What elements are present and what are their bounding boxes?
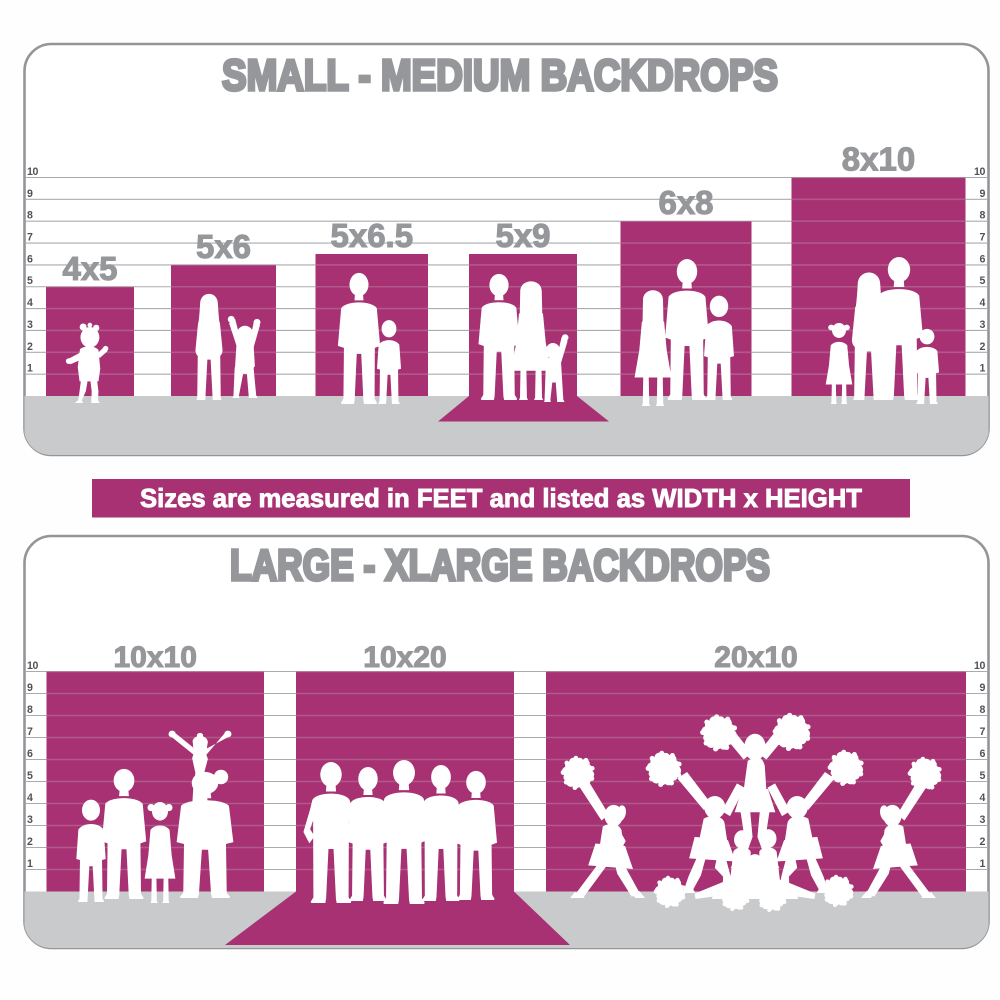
svg-text:2: 2 bbox=[980, 836, 986, 848]
svg-text:10: 10 bbox=[27, 166, 38, 178]
svg-text:9: 9 bbox=[27, 682, 33, 694]
svg-text:3: 3 bbox=[980, 814, 986, 826]
svg-text:10: 10 bbox=[974, 166, 985, 178]
svg-text:7: 7 bbox=[980, 232, 986, 244]
svg-text:SMALL - MEDIUM BACKDROPS: SMALL - MEDIUM BACKDROPS bbox=[222, 51, 778, 100]
svg-text:2: 2 bbox=[27, 341, 33, 353]
svg-text:7: 7 bbox=[27, 726, 33, 738]
svg-text:5x6.5: 5x6.5 bbox=[331, 217, 414, 254]
svg-text:20x10: 20x10 bbox=[714, 641, 797, 674]
svg-text:8: 8 bbox=[27, 210, 33, 222]
svg-text:8: 8 bbox=[980, 210, 986, 222]
svg-text:4: 4 bbox=[27, 297, 33, 309]
svg-text:5: 5 bbox=[27, 770, 33, 782]
svg-text:9: 9 bbox=[980, 188, 986, 200]
svg-text:6: 6 bbox=[27, 253, 33, 265]
svg-text:9: 9 bbox=[27, 188, 33, 200]
svg-text:6: 6 bbox=[980, 748, 986, 760]
svg-text:5: 5 bbox=[27, 275, 33, 287]
svg-text:2: 2 bbox=[980, 341, 986, 353]
svg-text:5x6: 5x6 bbox=[196, 228, 251, 265]
svg-text:1: 1 bbox=[980, 363, 986, 375]
svg-text:6x8: 6x8 bbox=[658, 184, 713, 221]
svg-text:5x9: 5x9 bbox=[495, 217, 550, 254]
svg-text:5: 5 bbox=[980, 275, 986, 287]
svg-text:3: 3 bbox=[27, 814, 33, 826]
svg-text:7: 7 bbox=[980, 726, 986, 738]
svg-text:3: 3 bbox=[980, 319, 986, 331]
svg-text:8: 8 bbox=[27, 704, 33, 716]
svg-text:6: 6 bbox=[980, 253, 986, 265]
svg-text:4: 4 bbox=[27, 792, 33, 804]
svg-text:5: 5 bbox=[980, 770, 986, 782]
svg-text:Sizes are measured in FEET and: Sizes are measured in FEET and listed as… bbox=[140, 483, 862, 513]
svg-text:4: 4 bbox=[980, 792, 986, 804]
svg-text:10: 10 bbox=[974, 660, 985, 672]
svg-text:10x10: 10x10 bbox=[113, 641, 196, 674]
svg-text:1: 1 bbox=[27, 363, 33, 375]
svg-text:6: 6 bbox=[27, 748, 33, 760]
svg-text:4x5: 4x5 bbox=[62, 250, 117, 287]
svg-text:LARGE - XLARGE BACKDROPS: LARGE - XLARGE BACKDROPS bbox=[230, 541, 770, 590]
svg-text:2: 2 bbox=[27, 836, 33, 848]
svg-text:3: 3 bbox=[27, 319, 33, 331]
svg-text:8x10: 8x10 bbox=[842, 141, 915, 178]
svg-text:7: 7 bbox=[27, 232, 33, 244]
svg-text:8: 8 bbox=[980, 704, 986, 716]
svg-text:1: 1 bbox=[27, 858, 33, 870]
svg-text:10: 10 bbox=[27, 660, 38, 672]
svg-text:10x20: 10x20 bbox=[363, 641, 446, 674]
svg-text:9: 9 bbox=[980, 682, 986, 694]
svg-text:1: 1 bbox=[980, 858, 986, 870]
svg-text:4: 4 bbox=[980, 297, 986, 309]
